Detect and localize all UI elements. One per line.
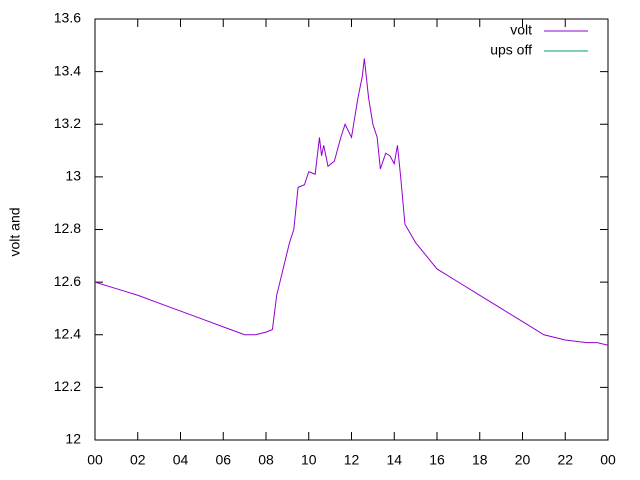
y-tick-label: 13 — [65, 168, 81, 184]
x-tick-label: 10 — [301, 452, 317, 468]
y-tick-label: 12 — [65, 431, 81, 447]
plot-frame — [94, 18, 609, 441]
x-tick-label: 02 — [130, 452, 146, 468]
y-tick-label: 12.4 — [54, 325, 81, 341]
x-tick-label: 20 — [515, 452, 531, 468]
y-tick-label: 13.4 — [54, 62, 81, 78]
x-tick-label: 14 — [386, 452, 402, 468]
x-tick-label: 08 — [258, 452, 274, 468]
y-tick-label: 12.6 — [54, 273, 81, 289]
y-tick-label: 12.8 — [54, 220, 81, 236]
x-tick-label: 00 — [87, 452, 103, 468]
x-tick-label: 22 — [557, 452, 573, 468]
y-tick-label: 13.2 — [54, 115, 81, 131]
x-tick-label: 18 — [472, 452, 488, 468]
y-axis-label: volt and — [7, 207, 23, 256]
legend-label: ups off — [490, 42, 532, 58]
x-tick-label: 16 — [429, 452, 445, 468]
x-tick-label: 04 — [173, 452, 189, 468]
legend-label: volt — [510, 22, 532, 38]
x-tick-label: 06 — [215, 452, 231, 468]
data-line — [94, 58, 609, 346]
y-tick-label: 12.2 — [54, 378, 81, 394]
y-tick-label: 13.6 — [54, 10, 81, 26]
x-tick-label: 00 — [600, 452, 616, 468]
x-tick-label: 12 — [344, 452, 360, 468]
